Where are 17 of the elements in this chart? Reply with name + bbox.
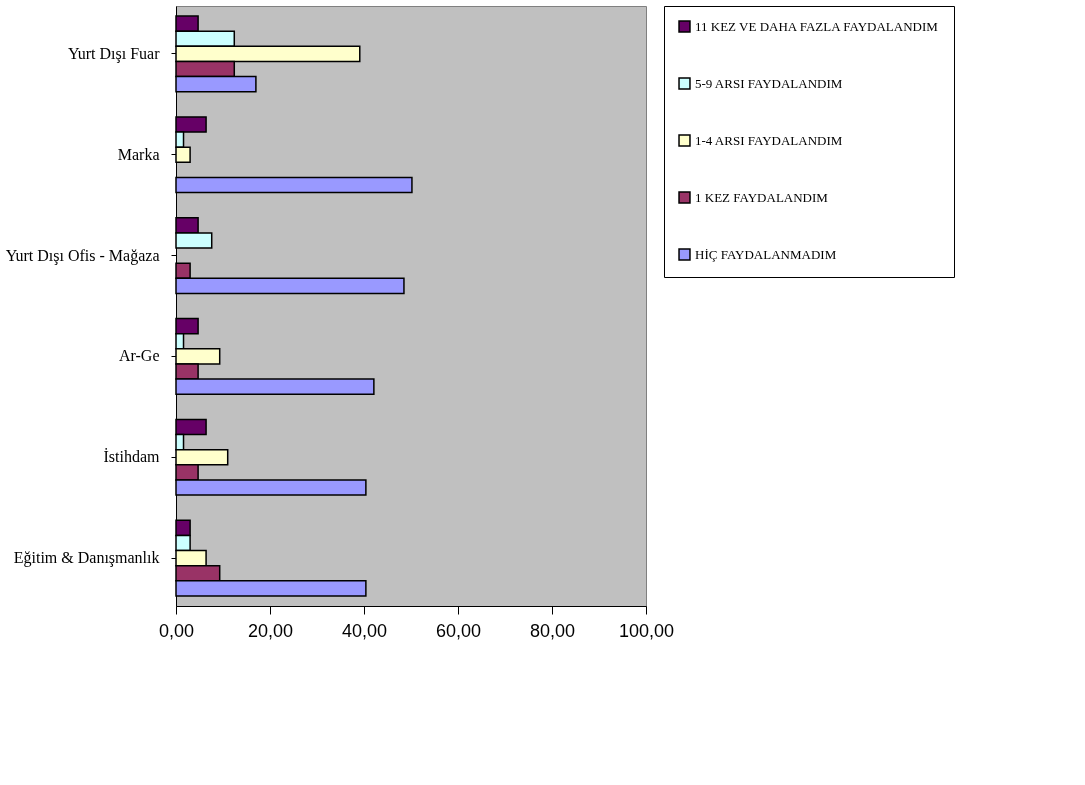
y-tick-label: Marka [117, 145, 160, 163]
x-tick-label: 0,00 [158, 620, 195, 641]
y-tick-label: İstihdam [103, 448, 161, 466]
legend-label: HİÇ FAYDALANMADIM [695, 246, 837, 262]
legend-label: 1-4 ARSI FAYDALANDIM [695, 132, 843, 148]
y-tick-label: Ar-Ge [118, 347, 160, 365]
y-tick-label: Yurt Dışı Ofis - Mağaza [5, 246, 160, 265]
legend-label: 1 KEZ FAYDALANDIM [695, 189, 829, 205]
legend-label: 5-9 ARSI FAYDALANDIM [695, 75, 843, 91]
legend-label: 11 KEZ VE DAHA FAZLA FAYDALANDIM [695, 18, 939, 34]
x-tick-label: 60,00 [435, 620, 482, 641]
x-tick-label: 20,00 [247, 620, 294, 641]
x-tick-label: 100,00 [618, 620, 675, 641]
x-tick-label: 80,00 [529, 620, 576, 641]
y-tick-label: Yurt Dışı Fuar [67, 44, 161, 63]
y-tick-label: Eğitim & Danışmanlık [13, 549, 160, 568]
x-tick-label: 40,00 [341, 620, 388, 641]
